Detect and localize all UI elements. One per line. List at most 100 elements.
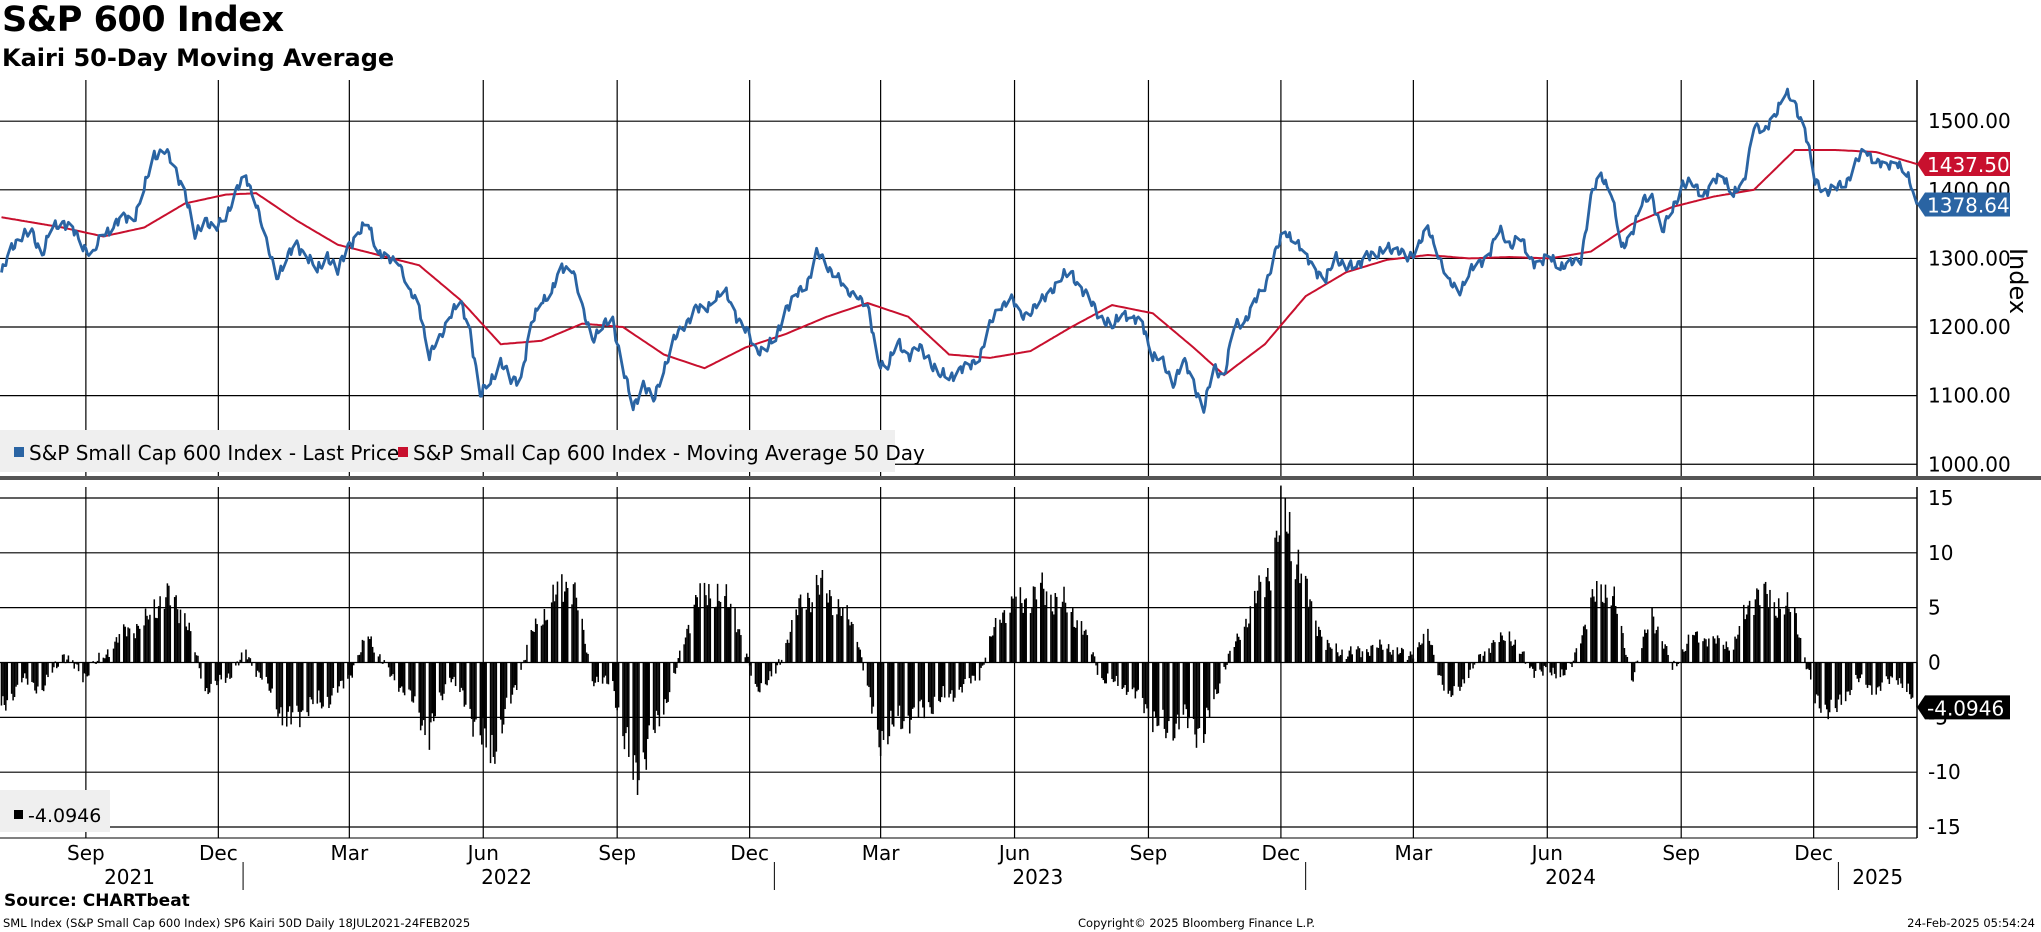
kairi-bar — [1032, 586, 1035, 663]
kairi-bar — [430, 662, 432, 723]
kairi-bar — [1654, 633, 1656, 663]
kairi-bar — [390, 662, 393, 676]
kairi-bar — [462, 662, 464, 691]
kairi-bar — [1579, 643, 1582, 663]
kairi-bar — [1326, 639, 1329, 663]
kairi-bar — [438, 662, 441, 693]
kairi-bar — [341, 662, 343, 681]
kairi-bar — [1447, 662, 1450, 694]
kairi-bar — [256, 662, 259, 671]
kairi-bar — [1253, 590, 1256, 663]
kairi-bar — [1483, 651, 1486, 663]
kairi-bar — [1594, 601, 1597, 663]
kairi-bar — [1601, 601, 1604, 663]
x-tick-month-label: Sep — [1130, 841, 1168, 865]
x-tick-month-label: Jun — [466, 841, 499, 865]
top-y-tick-label: 1100.00 — [1928, 384, 2011, 408]
kairi-bar — [1718, 638, 1720, 663]
bottom-y-tick-label: 5 — [1928, 596, 1941, 620]
kairi-bar — [1192, 662, 1195, 720]
kairi-bar — [339, 662, 342, 682]
kairi-bar — [1440, 662, 1442, 676]
kairi-bar — [255, 662, 257, 677]
kairi-bar — [729, 603, 732, 663]
kairi-bar — [633, 662, 636, 756]
kairi-bar — [644, 662, 646, 760]
kairi-bar — [328, 662, 330, 709]
kairi-bar — [1518, 653, 1521, 663]
kairi-bar — [1757, 589, 1760, 663]
kairi-bar — [0, 662, 3, 706]
kairi-bar — [1019, 587, 1022, 663]
kairi-bar — [1096, 662, 1099, 675]
kairi-bar — [1085, 629, 1087, 663]
kairi-bar — [118, 634, 121, 663]
kairi-bar — [1437, 662, 1439, 676]
kairi-bar — [1399, 652, 1402, 663]
kairi-bar — [1584, 624, 1586, 663]
kairi-bar — [1591, 589, 1594, 663]
kairi-bar — [226, 662, 228, 678]
kairi-bar — [1146, 662, 1148, 709]
kairi-bar — [713, 607, 716, 663]
kairi-bar — [265, 662, 268, 677]
kairi-bar — [958, 662, 960, 690]
kairi-bar — [1309, 599, 1311, 663]
kairi-bar — [901, 662, 904, 729]
kairi-bar — [908, 662, 911, 734]
kairi-bar — [1633, 662, 1636, 673]
kairi-bar — [910, 662, 912, 720]
kairi-bar — [718, 600, 720, 663]
kairi-bar — [760, 662, 763, 684]
kairi-bar — [137, 625, 140, 663]
kairi-bar — [502, 662, 505, 725]
kairi-bar — [239, 659, 241, 663]
kairi-bar — [237, 662, 240, 666]
kairi-bar — [882, 662, 885, 740]
kairi-bar — [290, 662, 292, 725]
kairi-bar — [1716, 635, 1719, 663]
kairi-bar — [1173, 662, 1176, 739]
kairi-bar — [584, 643, 586, 663]
kairi-bar — [93, 662, 96, 664]
kairi-bar — [1185, 662, 1188, 710]
kairi-bar — [1175, 662, 1177, 724]
kairi-bar — [1692, 634, 1694, 663]
kairi-bar — [1392, 649, 1394, 663]
kairi-bar — [1236, 633, 1239, 663]
kairi-bar — [168, 585, 170, 663]
kairi-bar — [1696, 631, 1698, 663]
kairi-bar — [1613, 586, 1616, 663]
x-tick-year-label: 2021 — [104, 865, 155, 889]
kairi-bar — [98, 652, 100, 663]
kairi-bar — [463, 662, 466, 707]
kairi-bar — [380, 662, 383, 664]
kairi-bar — [491, 662, 493, 735]
kairi-bar — [1501, 635, 1503, 663]
kairi-bar — [1529, 662, 1531, 669]
kairi-bar — [1824, 662, 1827, 705]
kairi-bar — [1172, 662, 1174, 741]
kairi-bar — [767, 662, 770, 681]
kairi-bar — [1419, 644, 1422, 663]
kairi-bar — [1104, 662, 1106, 684]
kairi-bar — [1406, 659, 1409, 663]
kairi-bar — [1143, 662, 1145, 714]
kairi-bar — [127, 627, 129, 663]
kairi-bar — [1549, 662, 1551, 673]
kairi-bar — [1849, 662, 1851, 696]
kairi-bar — [481, 662, 483, 745]
kairi-bar — [1839, 662, 1841, 695]
kairi-bar — [1908, 662, 1911, 695]
kairi-bar — [15, 662, 17, 687]
kairi-bar — [370, 636, 372, 663]
kairi-bar — [1715, 643, 1717, 663]
kairi-bar — [587, 653, 589, 663]
kairi-bar — [625, 662, 627, 734]
kairi-bar — [383, 660, 386, 663]
kairi-bar — [1705, 639, 1707, 663]
kairi-bar — [892, 662, 895, 727]
kairi-bar — [13, 662, 16, 698]
kairi-bar — [1418, 642, 1420, 663]
kairi-bar — [764, 662, 767, 685]
